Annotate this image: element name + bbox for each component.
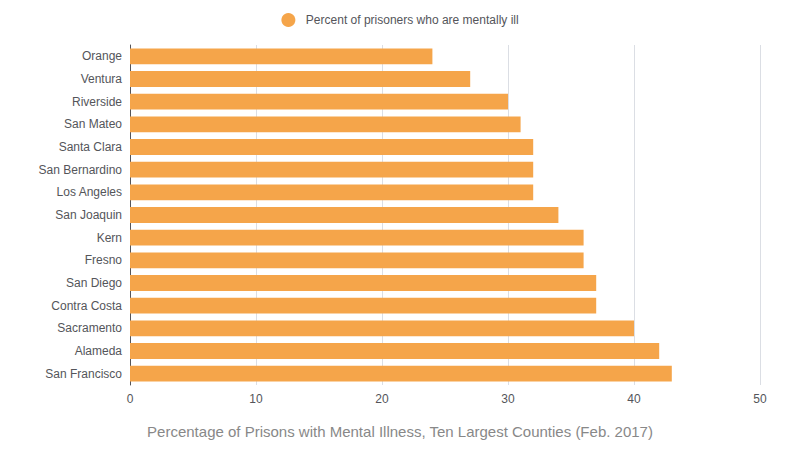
svg-text:Santa Clara: Santa Clara — [59, 140, 123, 154]
svg-text:Percentage of Prisons with Men: Percentage of Prisons with Mental Illnes… — [147, 423, 653, 440]
svg-text:0: 0 — [127, 392, 134, 406]
svg-text:San Francisco: San Francisco — [45, 367, 122, 381]
svg-text:Fresno: Fresno — [85, 253, 123, 267]
svg-text:Alameda: Alameda — [75, 344, 123, 358]
svg-text:Orange: Orange — [82, 49, 122, 63]
svg-text:50: 50 — [753, 392, 767, 406]
svg-text:Sacramento: Sacramento — [57, 321, 122, 335]
svg-text:30: 30 — [501, 392, 515, 406]
svg-text:San Mateo: San Mateo — [64, 117, 122, 131]
svg-text:San Diego: San Diego — [66, 276, 122, 290]
svg-text:Percent of prisoners who are m: Percent of prisoners who are mentally il… — [306, 13, 519, 27]
svg-text:Contra Costa: Contra Costa — [51, 299, 122, 313]
svg-text:Ventura: Ventura — [81, 72, 123, 86]
svg-text:Kern: Kern — [97, 231, 122, 245]
svg-text:San Bernardino: San Bernardino — [39, 163, 123, 177]
svg-text:Los Angeles: Los Angeles — [57, 185, 122, 199]
svg-text:20: 20 — [375, 392, 389, 406]
svg-text:10: 10 — [249, 392, 263, 406]
svg-text:San Joaquin: San Joaquin — [55, 208, 122, 222]
svg-text:40: 40 — [627, 392, 641, 406]
svg-text:Riverside: Riverside — [72, 95, 122, 109]
